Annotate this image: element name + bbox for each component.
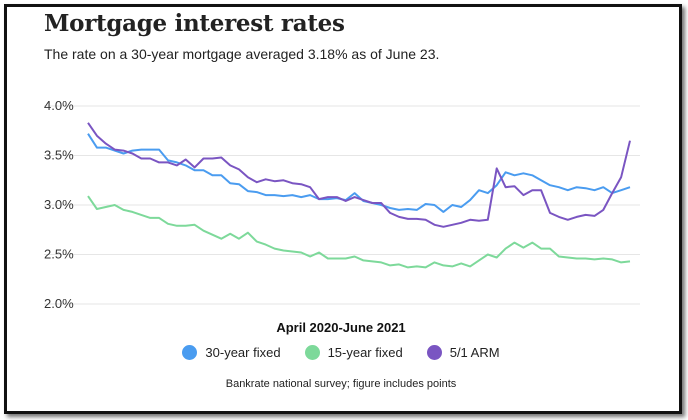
y-tick-label: 3.5% bbox=[44, 148, 74, 163]
legend-swatch-15-year bbox=[304, 345, 320, 360]
y-tick-label: 3.0% bbox=[44, 197, 74, 212]
legend: 30-year fixed 15-year fixed 5/1 ARM bbox=[0, 345, 682, 360]
chart-frame bbox=[4, 4, 682, 414]
legend-swatch-arm bbox=[426, 345, 442, 360]
legend-label-15-year: 15-year fixed bbox=[327, 345, 403, 360]
series-line-5-1-arm bbox=[87, 122, 631, 228]
legend-swatch-30-year bbox=[182, 345, 198, 360]
legend-item-30-year: 30-year fixed bbox=[182, 345, 281, 360]
source-note: Bankrate national survey; figure include… bbox=[225, 378, 457, 390]
legend-label-arm: 5/1 ARM bbox=[449, 345, 500, 360]
y-tick-label: 2.5% bbox=[44, 247, 74, 262]
y-tick-label: 2.0% bbox=[44, 296, 74, 311]
x-axis-label: April 2020-June 2021 bbox=[276, 320, 406, 335]
chart-subtitle: The rate on a 30-year mortgage averaged … bbox=[44, 46, 440, 62]
legend-item-15-year: 15-year fixed bbox=[304, 345, 403, 360]
gridlines bbox=[44, 105, 640, 305]
series-line-15-year-fixed bbox=[87, 195, 631, 269]
legend-label-30-year: 30-year fixed bbox=[205, 345, 281, 360]
series-lines bbox=[87, 122, 631, 269]
chart-title: Mortgage interest rates bbox=[44, 10, 345, 37]
y-tick-label: 4.0% bbox=[44, 98, 74, 113]
legend-item-arm: 5/1 ARM bbox=[426, 345, 500, 360]
y-axis-ticks: 2.0% 2.5% 3.0% 3.5% 4.0% bbox=[44, 98, 74, 311]
series-line-30-year-fixed bbox=[87, 133, 631, 213]
